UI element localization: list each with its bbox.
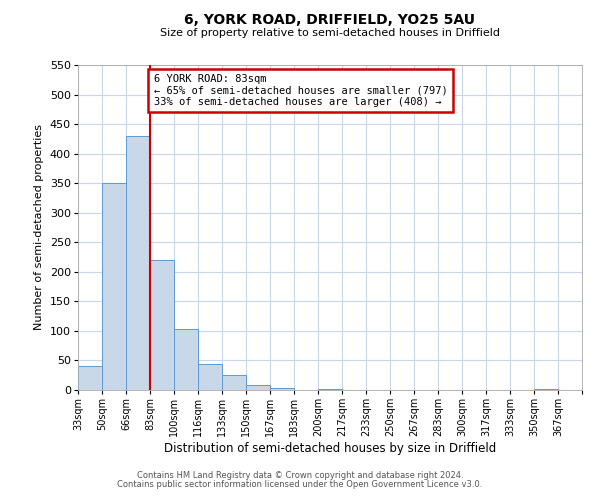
Text: Size of property relative to semi-detached houses in Driffield: Size of property relative to semi-detach…	[160, 28, 500, 38]
Text: 6 YORK ROAD: 83sqm
← 65% of semi-detached houses are smaller (797)
33% of semi-d: 6 YORK ROAD: 83sqm ← 65% of semi-detache…	[154, 74, 448, 107]
Bar	[150, 260, 174, 390]
Bar	[174, 329, 198, 390]
Bar	[534, 389, 558, 390]
Text: 6, YORK ROAD, DRIFFIELD, YO25 5AU: 6, YORK ROAD, DRIFFIELD, YO25 5AU	[185, 12, 476, 26]
Bar	[126, 136, 150, 390]
Bar	[270, 388, 294, 390]
Bar	[318, 389, 342, 390]
X-axis label: Distribution of semi-detached houses by size in Driffield: Distribution of semi-detached houses by …	[164, 442, 496, 455]
Bar	[78, 366, 102, 390]
Bar	[102, 183, 126, 390]
Bar	[246, 386, 270, 390]
Text: Contains public sector information licensed under the Open Government Licence v3: Contains public sector information licen…	[118, 480, 482, 489]
Bar	[198, 364, 222, 390]
Bar	[222, 374, 246, 390]
Y-axis label: Number of semi-detached properties: Number of semi-detached properties	[34, 124, 44, 330]
Text: Contains HM Land Registry data © Crown copyright and database right 2024.: Contains HM Land Registry data © Crown c…	[137, 471, 463, 480]
